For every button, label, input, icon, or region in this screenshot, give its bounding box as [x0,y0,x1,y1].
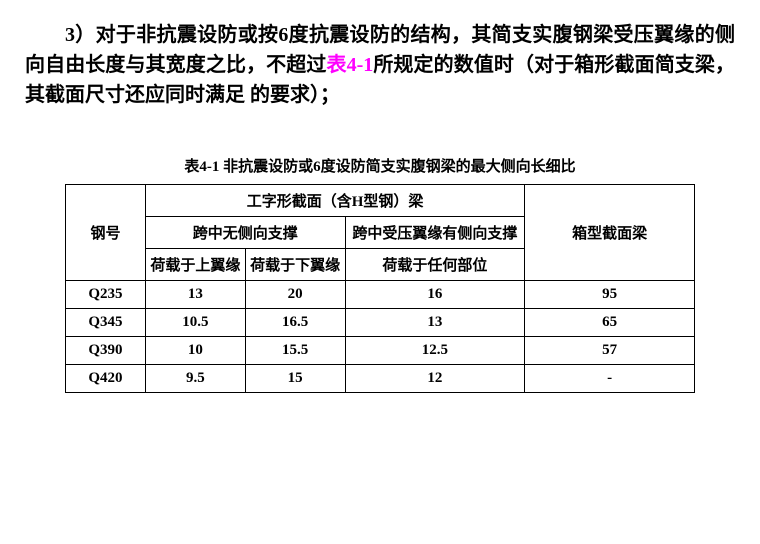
slenderness-table: 钢号 工字形截面（含H型钢）梁 箱型截面梁 跨中无侧向支撑 跨中受压翼缘有侧向支… [65,184,695,393]
header-loadtop: 荷载于上翼缘 [145,249,245,281]
para-bold6: 6 [278,24,288,46]
cell-v4: 95 [525,281,695,309]
cell-v3: 12 [345,365,525,393]
header-steel: 钢号 [66,185,146,281]
cell-steel: Q420 [66,365,146,393]
cell-v1: 9.5 [145,365,245,393]
table-row: Q420 9.5 15 12 - [66,365,695,393]
cell-v1: 13 [145,281,245,309]
table-row: Q390 10 15.5 12.5 57 [66,337,695,365]
para-text-1: 对于非抗震设防或按 [96,24,279,46]
cell-v2: 20 [245,281,345,309]
header-row-1: 钢号 工字形截面（含H型钢）梁 箱型截面梁 [66,185,695,217]
intro-paragraph: 3）对于非抗震设防或按6度抗震设防的结构，其简支实腹钢梁受压翼缘的侧向自由长度与… [25,20,735,110]
cell-v3: 13 [345,309,525,337]
cell-v2: 15 [245,365,345,393]
cell-steel: Q390 [66,337,146,365]
cell-v3: 12.5 [345,337,525,365]
cell-v2: 16.5 [245,309,345,337]
header-box: 箱型截面梁 [525,185,695,281]
header-loadbottom: 荷载于下翼缘 [245,249,345,281]
cell-v1: 10.5 [145,309,245,337]
cell-v4: - [525,365,695,393]
cell-v4: 57 [525,337,695,365]
cell-v1: 10 [145,337,245,365]
cell-steel: Q235 [66,281,146,309]
header-isection: 工字形截面（含H型钢）梁 [145,185,524,217]
table-title: 表4-1 非抗震设防或6度设防简支实腹钢梁的最大侧向长细比 [25,155,735,176]
cell-v2: 15.5 [245,337,345,365]
header-nolateral: 跨中无侧向支撑 [145,217,345,249]
cell-v4: 65 [525,309,695,337]
header-loadany: 荷载于任何部位 [345,249,525,281]
table-row: Q345 10.5 16.5 13 65 [66,309,695,337]
cell-v3: 16 [345,281,525,309]
para-number: 3） [65,24,96,46]
header-withlateral: 跨中受压翼缘有侧向支撑 [345,217,525,249]
para-highlight: 表4-1 [326,54,373,76]
cell-steel: Q345 [66,309,146,337]
table-row: Q235 13 20 16 95 [66,281,695,309]
